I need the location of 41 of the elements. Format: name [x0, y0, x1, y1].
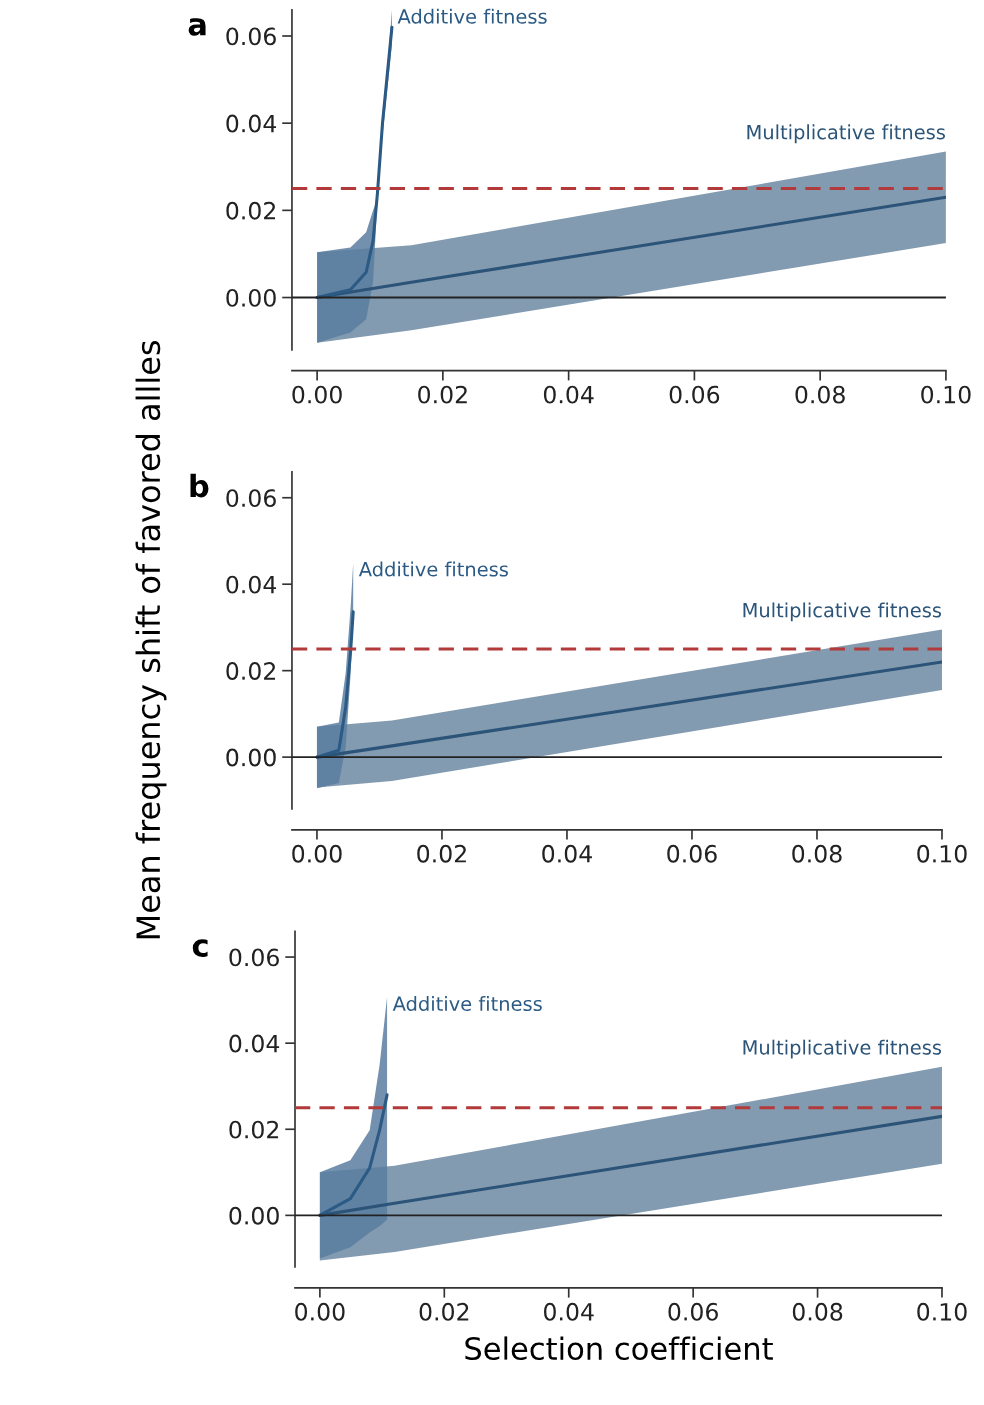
x-axis-title: Selection coefficient [465, 1336, 773, 1361]
chart-title: b [190, 473, 209, 498]
x-tick-label: 0.06 [667, 844, 717, 863]
y-tick-label: 0.00 [229, 1206, 279, 1225]
x-tick-label: 0.10 [917, 1302, 967, 1321]
x-tick-label: 0.06 [668, 1302, 718, 1321]
x-tick-label: 0.08 [795, 385, 845, 404]
x-tick-label: 0.06 [669, 385, 720, 404]
x-tick-label: 0.04 [542, 844, 592, 863]
y-tick-label: 0.04 [226, 114, 277, 133]
x-tick-label: 0.08 [792, 1302, 843, 1321]
series-label: Additive fitness [397, 8, 547, 24]
x-tick-label: 0.00 [295, 1302, 345, 1321]
y-tick-label: 0.04 [226, 575, 277, 594]
y-tick-label: 0.00 [226, 748, 276, 767]
x-tick-label: 0.02 [418, 385, 467, 404]
text: Multiplicative fitness [743, 1039, 942, 1059]
x-tick-label: 0.00 [292, 385, 342, 404]
x-tick-label: 0.04 [544, 1302, 594, 1321]
series-label: Additive fitness [358, 561, 508, 577]
text: Multiplicative fitness [743, 602, 942, 622]
chart-title: a [188, 18, 206, 36]
y-axis-title: Mean frequency shift of favored allles [135, 341, 167, 939]
x-tick-label: 0.02 [419, 1302, 469, 1321]
x-tick-label: 0.10 [921, 385, 971, 404]
text: Additive fitness [392, 996, 542, 1012]
y-tick-label: 0.00 [226, 288, 276, 307]
text: Multiplicative fitness [747, 124, 945, 144]
y-tick-label: 0.06 [229, 948, 279, 967]
x-tick-label: 0.04 [543, 385, 594, 404]
y-tick-label: 0.06 [226, 27, 276, 46]
x-tick-label: 0.08 [792, 844, 842, 863]
x-tick-label: 0.02 [417, 844, 466, 863]
x-tick-label: 0.10 [917, 844, 967, 863]
chart-title: c [192, 939, 208, 957]
y-tick-label: 0.02 [226, 662, 276, 680]
y-tick-label: 0.02 [226, 201, 276, 220]
y-tick-label: 0.04 [229, 1034, 280, 1053]
y-tick-label: 0.02 [229, 1120, 279, 1139]
y-tick-label: 0.06 [226, 489, 276, 508]
x-tick-label: 0.00 [292, 844, 342, 863]
